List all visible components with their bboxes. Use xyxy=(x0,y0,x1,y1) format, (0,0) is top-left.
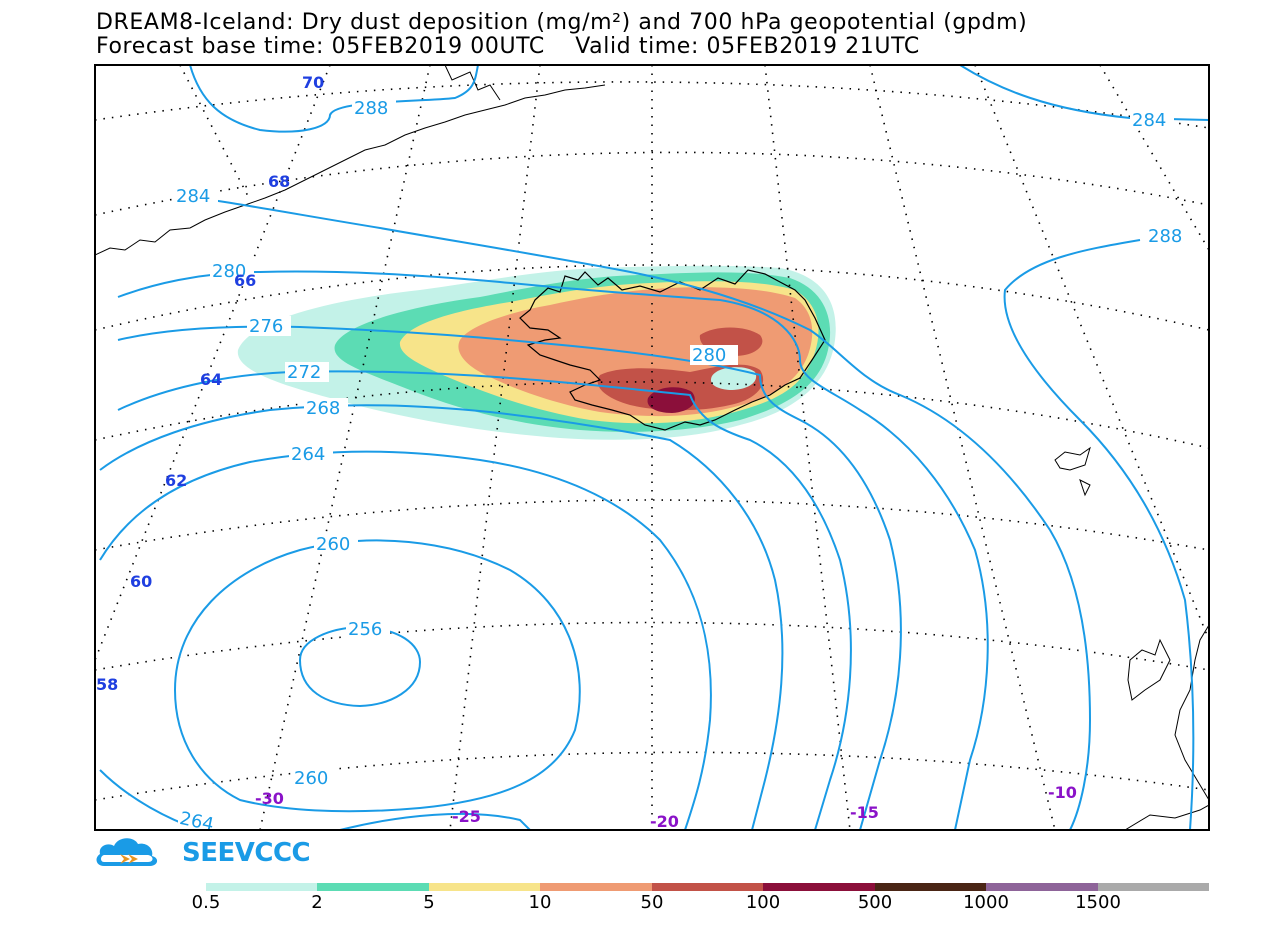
contour-label-260: 260 xyxy=(316,534,350,555)
dust-field xyxy=(237,265,836,440)
contour-label-256: 256 xyxy=(348,619,382,640)
colorbar-label-5: 100 xyxy=(745,892,781,913)
colorbar-segment-2 xyxy=(428,883,541,891)
lat-label-58: 58 xyxy=(96,675,118,694)
colorbar-label-1: 2 xyxy=(311,892,323,913)
arrow-icon xyxy=(128,854,138,864)
lat-label-64: 64 xyxy=(200,370,222,389)
map-frame xyxy=(94,64,1210,831)
contour-label-284: 284 xyxy=(176,186,210,207)
map-subtitle: Forecast base time: 05FEB2019 00UTC Vali… xyxy=(96,34,920,59)
colorbar-label-3: 10 xyxy=(528,892,552,913)
colorbar-label-6: 500 xyxy=(857,892,893,913)
contour-label-280-iceland: 280 xyxy=(692,345,726,366)
colorbar-segment-4 xyxy=(651,883,764,891)
colorbar xyxy=(206,883,1209,891)
seevccc-logo-text: SEEVCCC xyxy=(182,838,311,868)
colorbar-segment-0 xyxy=(206,883,318,891)
contour-label-264: 264 xyxy=(291,444,325,465)
colorbar-segment-3 xyxy=(540,883,652,891)
contour-label-272: 272 xyxy=(287,362,321,383)
contour-label-280: 280 xyxy=(212,261,246,282)
greenland-coastline xyxy=(95,84,606,256)
greenland-coastline-north xyxy=(444,65,501,101)
colorbar-segment-5 xyxy=(763,883,875,891)
contour-label-276: 276 xyxy=(249,316,283,337)
colorbar-label-2: 5 xyxy=(423,892,435,913)
lat-label-60: 60 xyxy=(130,572,152,591)
latitude-labels: 70 68 66 64 62 60 58 xyxy=(96,73,324,694)
colorbar-segment-1 xyxy=(317,883,429,891)
colorbar-segment-6 xyxy=(874,883,987,891)
colorbar-labels: 0.5 2 5 10 50 100 500 1000 1500 xyxy=(0,892,1271,916)
lat-label-66: 66 xyxy=(234,271,256,290)
geopotential-contours xyxy=(99,65,1209,830)
contour-label-288-east: 288 xyxy=(1148,226,1182,247)
contour-label-268: 268 xyxy=(306,398,340,419)
colorbar-segment-7 xyxy=(986,883,1098,891)
colorbar-segment-8 xyxy=(1097,883,1209,891)
geopotential-contour-labels: 288 284 284 288 280 276 280 272 268 264 … xyxy=(174,98,1190,836)
iceland-coastline xyxy=(519,269,826,431)
latitude-graticule xyxy=(95,65,1209,801)
scandinavia-coastline xyxy=(1174,624,1209,801)
lon-label-minus-15: -15 xyxy=(850,803,879,822)
lon-label-minus-25: -25 xyxy=(452,807,481,826)
longitude-graticule xyxy=(95,65,1209,830)
dust-clear-interior xyxy=(710,367,757,390)
seevccc-logo xyxy=(96,838,158,866)
colorbar-label-7: 1000 xyxy=(963,892,1009,913)
contour-label-284-east: 284 xyxy=(1132,110,1166,131)
faroe-islands xyxy=(1054,446,1091,497)
colorbar-label-0: 0.5 xyxy=(191,892,221,913)
longitude-labels: -30 -25 -20 -15 -10 xyxy=(255,783,1077,831)
scotland-coast xyxy=(1124,804,1209,830)
colorbar-label-8: 1500 xyxy=(1075,892,1121,913)
contour-label-264-south: 264 xyxy=(178,808,216,836)
lon-label-minus-30: -30 xyxy=(255,789,284,808)
contour-label-288: 288 xyxy=(354,98,388,119)
lat-label-68: 68 xyxy=(268,172,290,191)
contour-label-260-south: 260 xyxy=(294,768,328,789)
lon-label-minus-10: -10 xyxy=(1048,783,1077,802)
lat-label-70: 70 xyxy=(302,73,324,92)
lat-label-62: 62 xyxy=(165,471,187,490)
colorbar-label-4: 50 xyxy=(640,892,664,913)
lon-label-minus-20: -20 xyxy=(650,812,679,831)
shetland-islands xyxy=(1127,638,1171,701)
map-title: DREAM8-Iceland: Dry dust deposition (mg/… xyxy=(96,10,1028,35)
